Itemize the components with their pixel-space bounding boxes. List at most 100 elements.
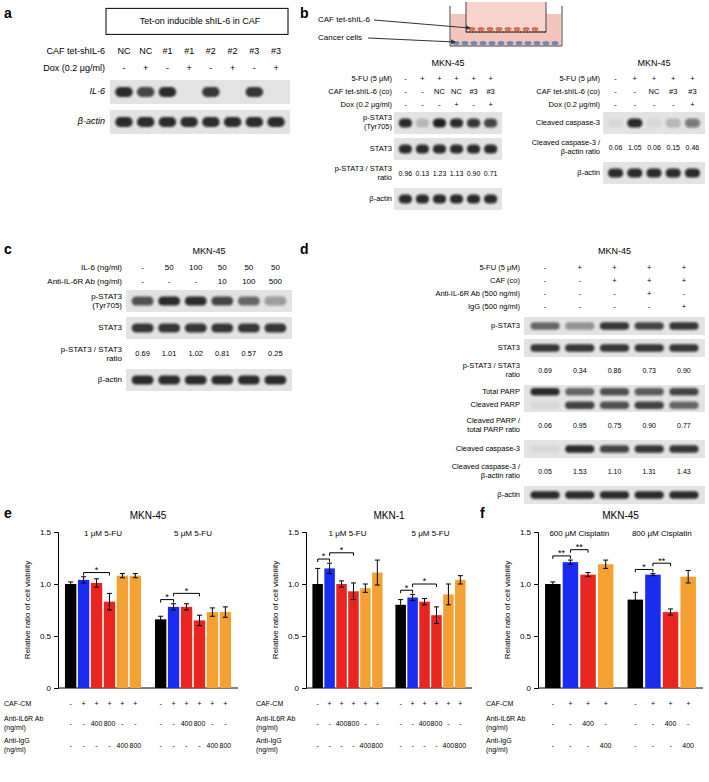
condition-value: NC [117,46,130,56]
bar [181,607,192,688]
bar [91,583,102,688]
condition-value: #3 [469,87,477,96]
condition-value: - [544,276,547,285]
condition-value: + [172,700,176,707]
ratio-value: 1.43 [677,468,691,475]
y-tick: 0 [295,684,306,693]
blot-title: MKN-45 [637,58,670,68]
tick-label: 1.5 [520,528,532,537]
ratio-value: 0.06 [647,144,661,151]
panel-label: f [480,505,485,521]
condition-value: + [143,63,148,73]
band [158,296,180,305]
blot-title: MKN-45 [598,246,631,256]
condition-label: 5-FU (5 μM) [479,263,520,272]
panel-label: d [300,241,309,257]
significance-label: * [95,565,99,575]
ratio-value: 0.05 [538,468,552,475]
band [185,323,207,332]
condition-value: - [614,100,617,109]
band [264,296,286,305]
band [635,401,664,409]
condition-label: CAF (co) [490,276,521,285]
condition-value: 10 [218,277,227,286]
schematic-label: Cancer cells [318,33,362,42]
condition-value: - [316,742,319,749]
band [635,322,664,330]
bar [455,580,466,688]
condition-value: - [552,720,555,727]
condition-label: (ng/ml) [486,724,508,732]
band [202,117,220,127]
condition-value: - [95,742,98,749]
band [627,118,642,127]
row-label: Total PARP [482,387,520,396]
ratio-value: 0.46 [686,144,700,151]
band [264,323,286,332]
condition-value: - [316,700,319,707]
y-tick: 0.5 [288,632,306,641]
condition-value: + [120,700,124,707]
condition-label: CAF tet-shIL-6 (co) [328,87,392,96]
band [132,296,154,305]
bar [168,607,179,688]
condition-value: + [586,700,590,707]
row-label: β-actin [77,116,105,126]
condition-value: - [687,720,690,727]
tick-mark [302,584,306,585]
band [666,168,681,177]
band [224,87,242,97]
group-label: 1 μM 5-FU [84,529,122,538]
insert [466,2,546,32]
band [159,117,177,127]
condition-value: - [198,742,201,749]
gel-background [110,110,290,134]
caf-cell [478,27,485,31]
condition-value: + [647,289,652,298]
y-axis: 00.51.01.5 [40,528,59,693]
chart-title: MKN-45 [602,510,639,521]
panel-label: c [4,241,12,257]
ratio-value: 0.71 [484,170,498,177]
condition-value: + [273,63,278,73]
bar [360,588,371,688]
cancer-cell [480,41,487,45]
row-label: total PARP ratio [467,425,520,434]
tick-mark [534,532,538,533]
condition-value: - [168,277,171,286]
error-bar [375,560,380,585]
band [565,388,594,396]
band [600,401,629,409]
condition-value: #3 [486,87,494,96]
condition-value: - [579,302,582,311]
condition-value: 400 [117,742,129,749]
axis-title: Relative ratio of cell viability [503,561,512,659]
condition-value: - [579,289,582,298]
band [669,401,698,409]
gel-background [524,440,705,458]
condition-value: - [438,100,441,109]
blot-title: MKN-45 [431,58,464,68]
band [669,445,698,453]
condition-value: + [568,700,572,707]
y-tick: 1.5 [288,528,306,537]
gel-background [126,317,292,339]
condition-value: + [82,700,86,707]
condition-value: - [194,277,197,286]
error-bar [197,615,202,625]
caf-cell [532,27,539,31]
condition-value: - [209,63,212,73]
condition-value: 800 [348,720,360,727]
tick-label: 0 [47,684,52,693]
band [180,117,198,127]
band [530,344,559,352]
error-bar [120,574,125,578]
panel-label: a [4,5,12,21]
error-bar [410,594,415,600]
title-box [106,8,288,34]
figure: abcdefCAF tet-shIL-6Cancer cellsTet-on i… [0,0,709,782]
row-label: IL-6 [89,86,105,96]
condition-value: NC [451,87,462,96]
group-label: 1 μM 5-FU [329,529,367,538]
bar [545,584,561,688]
